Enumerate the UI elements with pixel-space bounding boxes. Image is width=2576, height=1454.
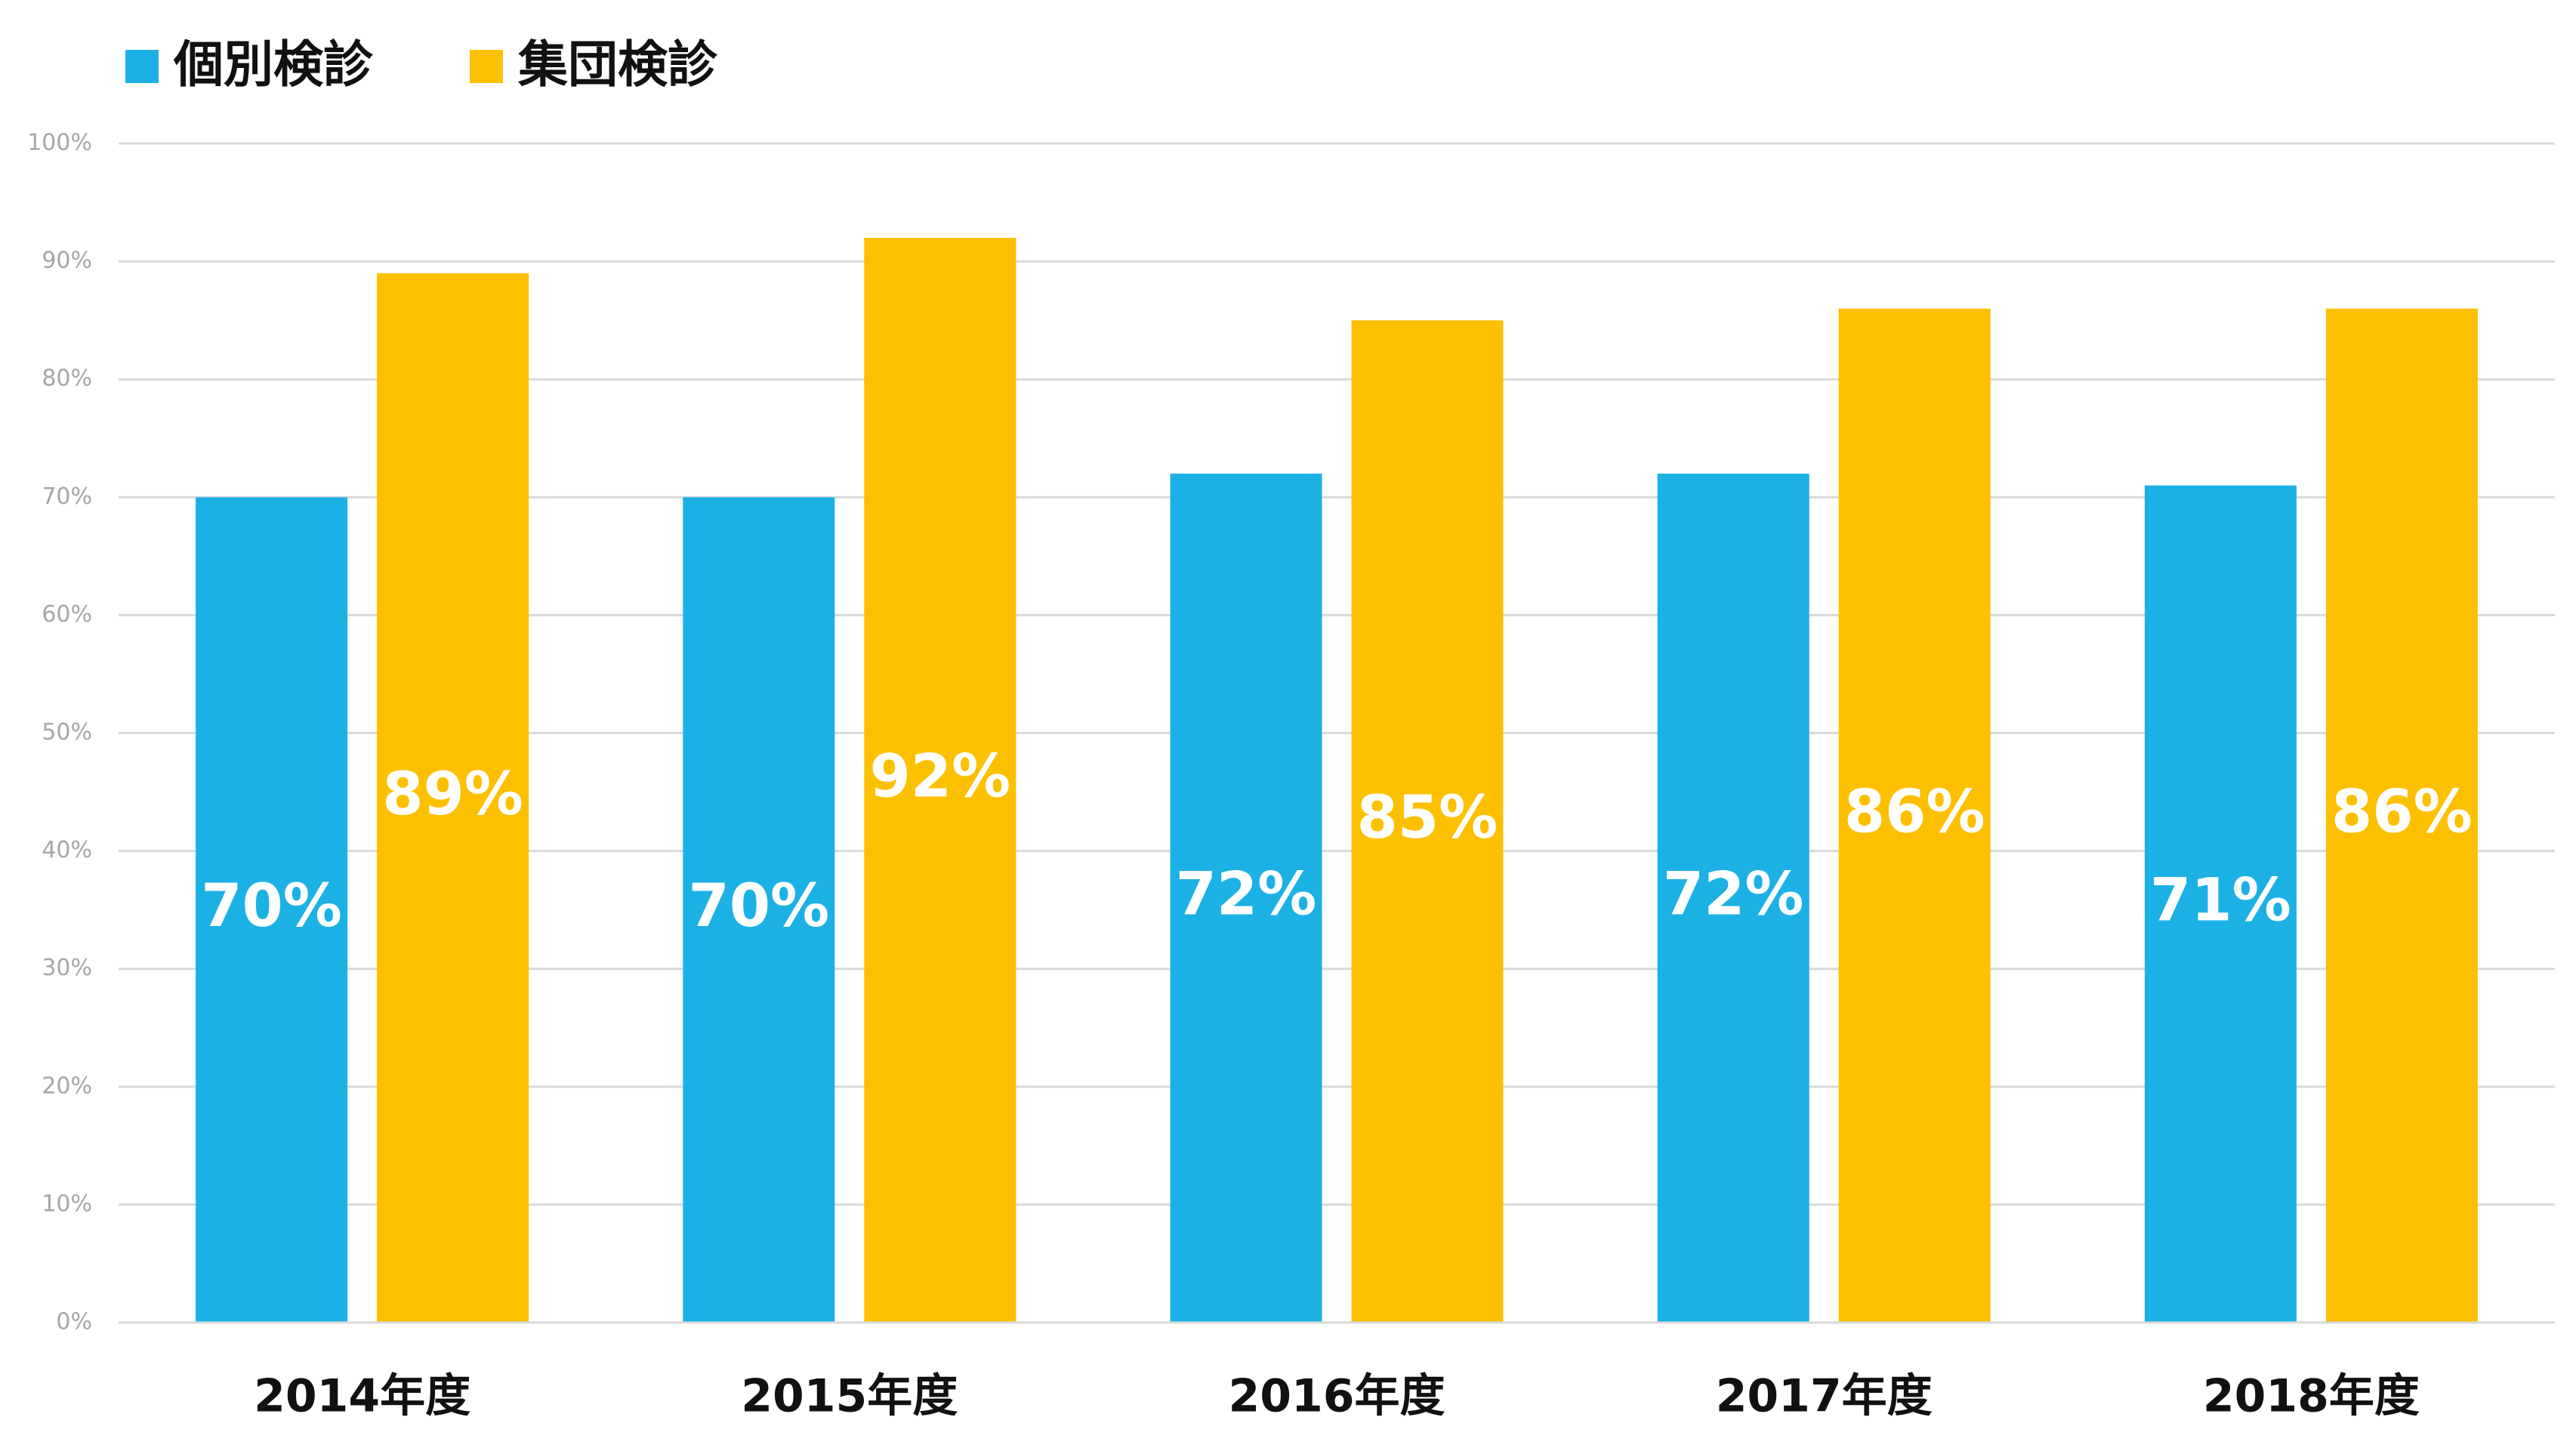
bar (377, 273, 529, 1323)
y-tick-label: 100% (27, 130, 92, 156)
legend-label: 個別検診 (173, 36, 374, 94)
value-label: 71% (2150, 866, 2291, 934)
y-tick-label: 30% (42, 955, 92, 981)
value-label: 86% (2331, 778, 2473, 846)
legend-swatch (125, 50, 159, 83)
y-tick-label: 90% (42, 248, 92, 274)
y-tick-label: 0% (56, 1309, 92, 1335)
legend-label: 集団検診 (517, 36, 718, 94)
value-label: 92% (869, 742, 1010, 810)
value-label: 72% (1663, 861, 1804, 929)
y-tick-label: 40% (42, 837, 92, 863)
bar (2144, 485, 2297, 1323)
value-label: 85% (1357, 784, 1498, 852)
y-tick-label: 60% (42, 601, 92, 628)
bar (683, 497, 835, 1323)
value-label: 70% (688, 872, 829, 940)
y-tick-label: 20% (42, 1073, 92, 1099)
value-label: 70% (201, 872, 342, 940)
y-tick-label: 50% (42, 719, 92, 746)
x-tick-label: 2014年度 (254, 1370, 470, 1423)
legend-swatch (470, 50, 503, 83)
value-label: 72% (1176, 861, 1317, 929)
bar (2325, 308, 2478, 1323)
y-tick-label: 10% (42, 1190, 92, 1217)
value-label: 86% (1844, 778, 1985, 846)
x-tick-label: 2017年度 (1716, 1370, 1933, 1423)
x-tick-label: 2015年度 (741, 1370, 958, 1423)
value-label: 89% (382, 761, 523, 829)
bar (864, 237, 1017, 1323)
bar (1351, 320, 1504, 1323)
bar (1657, 474, 1809, 1323)
bar (196, 497, 348, 1323)
x-tick-label: 2016年度 (1229, 1370, 1445, 1423)
x-tick-label: 2018年度 (2203, 1370, 2420, 1423)
y-tick-label: 80% (42, 366, 92, 392)
bar (1838, 308, 1991, 1323)
bar (1170, 474, 1322, 1323)
y-tick-label: 70% (42, 483, 92, 510)
